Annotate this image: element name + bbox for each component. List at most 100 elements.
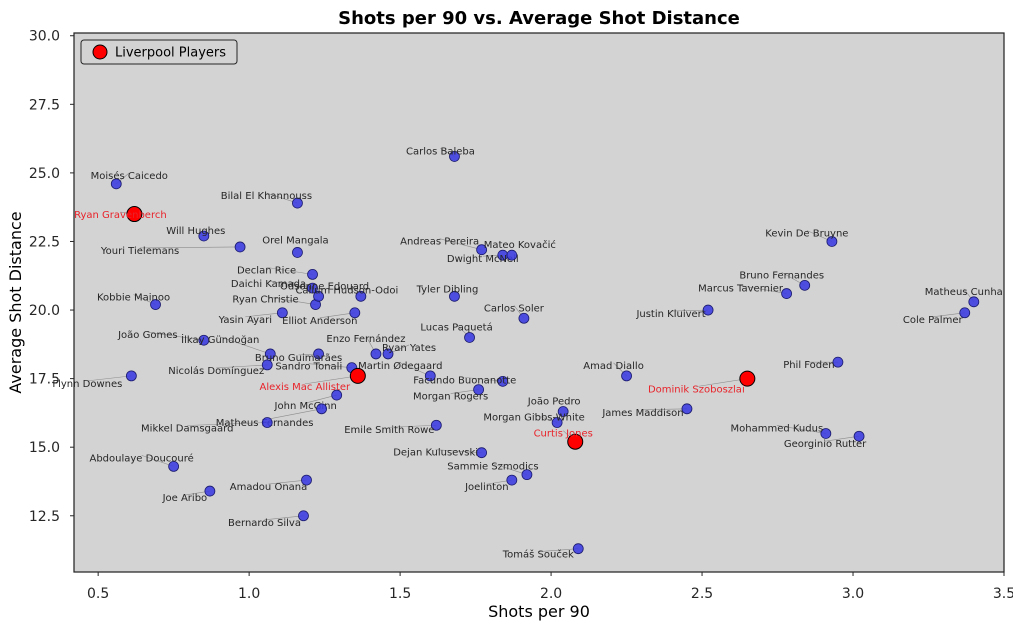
x-tick-label: 1.5 <box>389 586 411 602</box>
label-leader-line <box>304 375 358 385</box>
x-tick-layer: 0.5 1.0 1.5 2.0 2.5 3.0 3.5 <box>87 572 1013 602</box>
liverpool-point <box>349 367 366 384</box>
point-label: Bilal El Khannouss <box>221 191 312 202</box>
point-label: Orel Mangala <box>262 235 328 246</box>
label-leader-line <box>264 515 304 521</box>
scatter-point <box>826 236 838 247</box>
plot-area <box>74 33 1004 572</box>
scatter-point <box>313 290 324 302</box>
label-leader-line <box>141 455 174 467</box>
label-leader-line <box>265 296 316 305</box>
point-label: Martin Ødegaard <box>358 360 442 372</box>
scatter-point <box>370 348 382 360</box>
liverpool-point <box>739 370 756 387</box>
scatter-point <box>292 197 303 209</box>
label-leader-line <box>268 479 307 485</box>
scatter-point <box>125 370 137 382</box>
scatter-point <box>506 474 518 486</box>
point-label: Declan Rice <box>237 265 296 276</box>
point-label: Tomáš Souček <box>502 549 574 561</box>
point-label: John McGinn <box>274 401 337 412</box>
scatter-point <box>497 375 509 387</box>
scatter-point <box>430 419 442 431</box>
point-label: Dejan Kulusevski <box>393 448 478 459</box>
y-tick-label: 20.0 <box>29 303 60 319</box>
scatter-point <box>449 151 460 162</box>
plot-frame <box>73 32 1005 573</box>
point-label: Phil Foden <box>783 360 834 371</box>
legend: Liverpool Players <box>80 39 238 65</box>
point-label: Georginio Rutter <box>784 439 867 450</box>
scatter-point <box>307 282 318 294</box>
scatter-point <box>292 247 303 258</box>
label-leader-line <box>245 312 283 318</box>
point-label: Carlos Baleba <box>406 146 475 157</box>
point-label: Moisés Caicedo <box>91 170 168 182</box>
point-label: Tyler Dibling <box>416 284 479 295</box>
label-leader-line <box>264 408 322 421</box>
label-leader-line <box>266 192 298 204</box>
label-leader-line <box>319 312 355 319</box>
point-label: Daichi Kamada <box>231 279 306 290</box>
label-leader-line <box>216 364 268 369</box>
point-label: Amadou Onana <box>230 482 308 493</box>
y-tick-label: 12.5 <box>29 509 60 525</box>
point-label: Sandro Tonali <box>275 362 342 373</box>
point-label: Enzo Fernández <box>326 333 405 345</box>
scatter-point <box>424 370 436 382</box>
scatter-point <box>820 428 832 439</box>
point-label: Mateo Kovačić <box>484 239 556 251</box>
point-label: Joelinton <box>464 482 509 493</box>
scatter-point <box>959 307 971 319</box>
point-label: Ryan Christie <box>232 295 298 306</box>
x-tick-label: 0.5 <box>87 586 109 602</box>
label-leader-line <box>696 378 748 387</box>
scatter-point <box>276 307 288 319</box>
label-leader-line <box>435 449 482 453</box>
scatter-point <box>349 307 361 319</box>
scatter-point <box>551 417 563 428</box>
x-tick-label: 2.5 <box>691 586 713 602</box>
scatter-point <box>150 299 161 310</box>
scatter-point <box>331 389 343 401</box>
label-leader-line <box>740 285 787 294</box>
label-leader-line <box>671 309 709 312</box>
point-label: Bruno Guimarães <box>255 353 342 364</box>
liverpool-point-label: Dominik Szoboszlai <box>648 385 745 396</box>
scatter-point <box>799 279 811 291</box>
point-label: Kobbie Mainoo <box>97 293 170 304</box>
point-label: João Pedro <box>527 397 581 408</box>
label-leader-line <box>642 408 687 411</box>
scatter-point <box>261 417 273 428</box>
scatter-point <box>204 485 216 497</box>
scatter-point <box>521 469 533 481</box>
point-label: Joe Aribo <box>162 493 208 504</box>
point-label: Amad Diallo <box>583 361 644 372</box>
scatter-point <box>781 288 792 299</box>
point-label: Elliot Anderson <box>282 316 357 327</box>
x-tick-label: 3.5 <box>993 586 1013 602</box>
scatter-point <box>198 230 210 242</box>
scatter-point <box>518 312 530 324</box>
label-leader-line <box>492 463 528 475</box>
scatter-point <box>313 348 324 360</box>
point-label: Will Hughes <box>166 226 225 237</box>
scatter-point <box>464 332 475 343</box>
y-tick-label: 25.0 <box>29 166 60 182</box>
point-label: Lucas Paquetá <box>420 321 492 333</box>
y-tick-label: 15.0 <box>29 440 60 456</box>
scatter-point <box>476 447 488 459</box>
point-label: Facundo Buonanotte <box>413 375 516 386</box>
scatter-point <box>168 460 180 472</box>
scatter-point <box>572 543 584 555</box>
liverpool-point <box>567 433 584 450</box>
liverpool-point-label: Alexis Mac Allister <box>259 382 351 393</box>
scatter-point <box>681 403 693 415</box>
point-label-layer <box>87 148 975 552</box>
legend-label: Liverpool Players <box>115 46 226 61</box>
liverpool-point <box>126 206 143 223</box>
y-tick-label: 22.5 <box>29 234 60 250</box>
point-label: Andreas Pereira <box>400 237 479 248</box>
point-label: Yasin Ayari <box>218 315 272 326</box>
